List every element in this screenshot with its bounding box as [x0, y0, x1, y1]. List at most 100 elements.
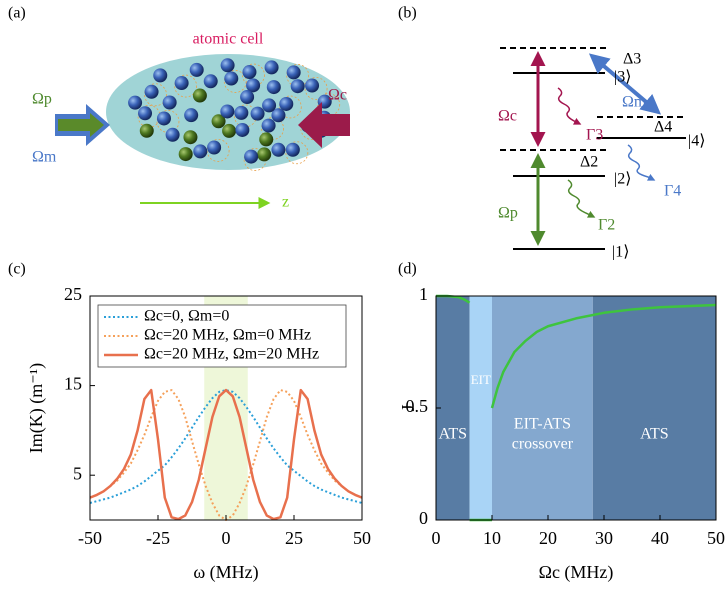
detuning-label: Δ2	[580, 154, 598, 171]
legend-label: Ωc=20 MHz, Ωm=0 MHz	[144, 327, 311, 344]
atom	[240, 90, 255, 105]
probe-label: Ωp	[32, 91, 52, 108]
atom-orbit	[206, 139, 230, 162]
legend: Ωc=0, Ωm=0 Ωc=20 MHz, Ωm=0 MHz Ωc=20 MHz, …	[97, 304, 347, 368]
region-label: EIT-ATS	[514, 416, 571, 433]
decay-4	[627, 144, 656, 181]
atom	[138, 106, 153, 121]
atom-orbit	[223, 70, 247, 93]
atom	[211, 114, 226, 129]
atom-orbit	[278, 95, 302, 119]
chart: (c) -50 -25 0 25 50 5 15 25 ω (MHz) Im(K) (m⁻¹) Ωc=…	[8, 261, 371, 583]
x-tick-label: 10	[483, 528, 501, 548]
atom	[193, 144, 208, 159]
atom	[207, 140, 222, 155]
atom	[271, 142, 286, 157]
series-line	[490, 303, 717, 409]
atom	[156, 111, 171, 126]
atom	[305, 78, 320, 93]
z-label: z	[282, 194, 289, 211]
atom	[257, 147, 272, 162]
atom	[220, 104, 235, 119]
atom-orbit	[285, 141, 309, 165]
region	[436, 296, 470, 520]
coupling-label: Ωc	[328, 87, 347, 104]
region	[469, 296, 492, 520]
atom	[189, 62, 204, 77]
atom	[192, 88, 207, 103]
atom	[266, 80, 281, 95]
region	[592, 296, 716, 520]
x-axis-label: ω (MHz)	[193, 562, 258, 583]
atom	[222, 123, 237, 138]
cell-label: atomic cell	[193, 31, 264, 48]
panel-b: (b) Δ3 |3⟩ Ωm Δ4 |4⟩ Ωc Γ3 Δ2 |2⟩ Γ4 Ωp …	[398, 5, 705, 261]
decay-2	[567, 179, 596, 218]
y-tick-label: 0	[419, 508, 428, 528]
x-tick-label: 25	[285, 528, 303, 548]
atom	[165, 127, 180, 142]
atom	[162, 95, 177, 110]
microwave-label: Ωm	[32, 149, 57, 166]
atom	[174, 76, 189, 91]
atom-orbit	[304, 77, 328, 100]
atom-orbit	[174, 74, 198, 98]
coupling-arrow	[298, 102, 350, 148]
atom	[279, 96, 294, 111]
atom	[264, 60, 279, 75]
region-label: ATS	[640, 426, 668, 443]
series-line	[89, 388, 363, 521]
y-tick-label: 15	[64, 374, 82, 394]
panel-a: (a) atomic cell Ωp Ωm Ωc z	[8, 5, 350, 211]
atom	[203, 74, 218, 89]
coupling-label: Ωc	[498, 108, 517, 125]
legend-label: Ωc=0, Ωm=0	[144, 308, 229, 325]
level-label: |4⟩	[688, 133, 705, 150]
atom	[235, 122, 250, 137]
y-tick-label: 5	[73, 463, 82, 483]
atom	[259, 132, 274, 147]
region-label: crossover	[512, 436, 574, 453]
legend-box	[97, 304, 347, 368]
atom	[246, 78, 261, 93]
x-axis-label: Ωc (MHz)	[539, 562, 614, 583]
atom	[290, 79, 305, 94]
atom	[220, 58, 235, 73]
atom-orbit	[144, 83, 167, 107]
legend-label: Ωc=20 MHz, Ωm=20 MHz	[144, 346, 319, 363]
atom	[139, 123, 154, 138]
atom	[183, 130, 198, 145]
probe-label: Ωp	[498, 205, 518, 222]
atom	[286, 65, 301, 80]
detuning-label: Δ4	[654, 119, 672, 136]
atom	[128, 95, 143, 110]
x-tick-label: 0	[432, 528, 441, 548]
microwave-transition	[588, 53, 662, 115]
y-tick-label: 25	[64, 284, 82, 304]
y-axis-label: Im(K) (m⁻¹)	[26, 363, 47, 453]
atom	[224, 71, 239, 86]
decay-label: Γ4	[664, 183, 681, 200]
panel-label: (a)	[8, 5, 26, 22]
atom	[178, 147, 193, 162]
detuning-label: Δ3	[623, 51, 641, 68]
y-tick-label: 1	[419, 284, 428, 304]
atom	[234, 105, 249, 120]
decay-label: Γ3	[586, 127, 603, 144]
decay-label: Γ2	[598, 217, 615, 234]
level-label: |2⟩	[614, 171, 631, 188]
x-tick-label: 20	[539, 528, 557, 548]
y-tick-label: 0.5	[406, 396, 429, 416]
atom	[153, 68, 168, 83]
region-label: EIT	[471, 372, 491, 387]
panel-label: (d)	[398, 261, 417, 278]
atom	[242, 65, 257, 80]
atom	[250, 106, 265, 121]
panel-label: (c)	[8, 261, 26, 278]
x-tick-label: 50	[353, 528, 371, 548]
x-tick-label: 0	[222, 528, 231, 548]
atom	[144, 84, 159, 99]
